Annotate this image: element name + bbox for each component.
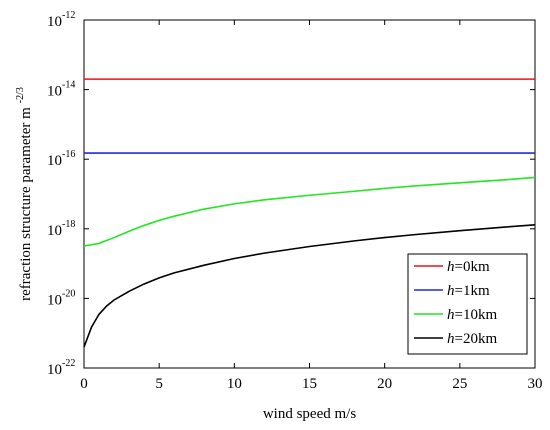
- series-line-3: [83, 224, 536, 348]
- y-tick-label: 10-18: [47, 219, 75, 239]
- y-axis-label-exponent: -2/3: [15, 87, 26, 103]
- y-tick-base: 10: [47, 362, 62, 378]
- legend-label-rest: =0km: [455, 259, 490, 275]
- y-tick-base: 10: [47, 14, 62, 30]
- legend-label-var: h: [447, 259, 455, 275]
- x-tick-label: 5: [155, 376, 163, 392]
- legend-label-rest: =10km: [455, 307, 498, 323]
- y-tick-base: 10: [47, 292, 62, 308]
- y-tick-label: 10-14: [47, 80, 75, 100]
- series-line-2: [83, 176, 536, 247]
- y-axis-label: refraction structure parameter m -2/3: [15, 87, 34, 301]
- legend-label-2: h=10km: [447, 307, 497, 323]
- legend-label-var: h: [447, 307, 455, 323]
- y-tick-exponent: -22: [62, 358, 75, 369]
- legend-label-0: h=0km: [447, 259, 490, 275]
- y-tick-exponent: -14: [62, 80, 75, 91]
- y-tick-base: 10: [47, 153, 62, 169]
- y-axis-label-main: refraction structure parameter m: [18, 107, 34, 301]
- legend-label-var: h: [447, 283, 455, 299]
- x-tick-label: 25: [452, 376, 467, 392]
- x-tick-label: 15: [302, 376, 317, 392]
- y-tick-base: 10: [47, 223, 62, 239]
- y-tick-exponent: -18: [62, 219, 75, 230]
- y-tick-label: 10-16: [47, 149, 75, 169]
- legend-label-var: h: [447, 331, 455, 347]
- y-tick-exponent: -20: [62, 288, 75, 299]
- x-tick-label: 0: [80, 376, 88, 392]
- axis-ticks: [83, 19, 536, 369]
- series-group: [83, 78, 536, 348]
- y-tick-label: 10-12: [47, 10, 75, 30]
- y-tick-label: 10-20: [47, 288, 75, 308]
- legend-label-rest: =1km: [455, 283, 490, 299]
- legend-label-1: h=1km: [447, 283, 490, 299]
- x-tick-label: 30: [528, 376, 543, 392]
- y-tick-exponent: -16: [62, 149, 75, 160]
- legend-label-rest: =20km: [455, 331, 498, 347]
- x-tick-label: 20: [377, 376, 392, 392]
- x-tick-label: 10: [227, 376, 242, 392]
- y-tick-label: 10-22: [47, 358, 75, 378]
- y-tick-exponent: -12: [62, 10, 75, 21]
- tick-labels: 0 5 10 15 20 25 3010-2210-2010-1810-1610-1410-…: [47, 10, 543, 392]
- y-tick-base: 10: [47, 84, 62, 100]
- x-axis-label: wind speed m/s: [263, 406, 356, 422]
- legend-label-3: h=20km: [447, 331, 497, 347]
